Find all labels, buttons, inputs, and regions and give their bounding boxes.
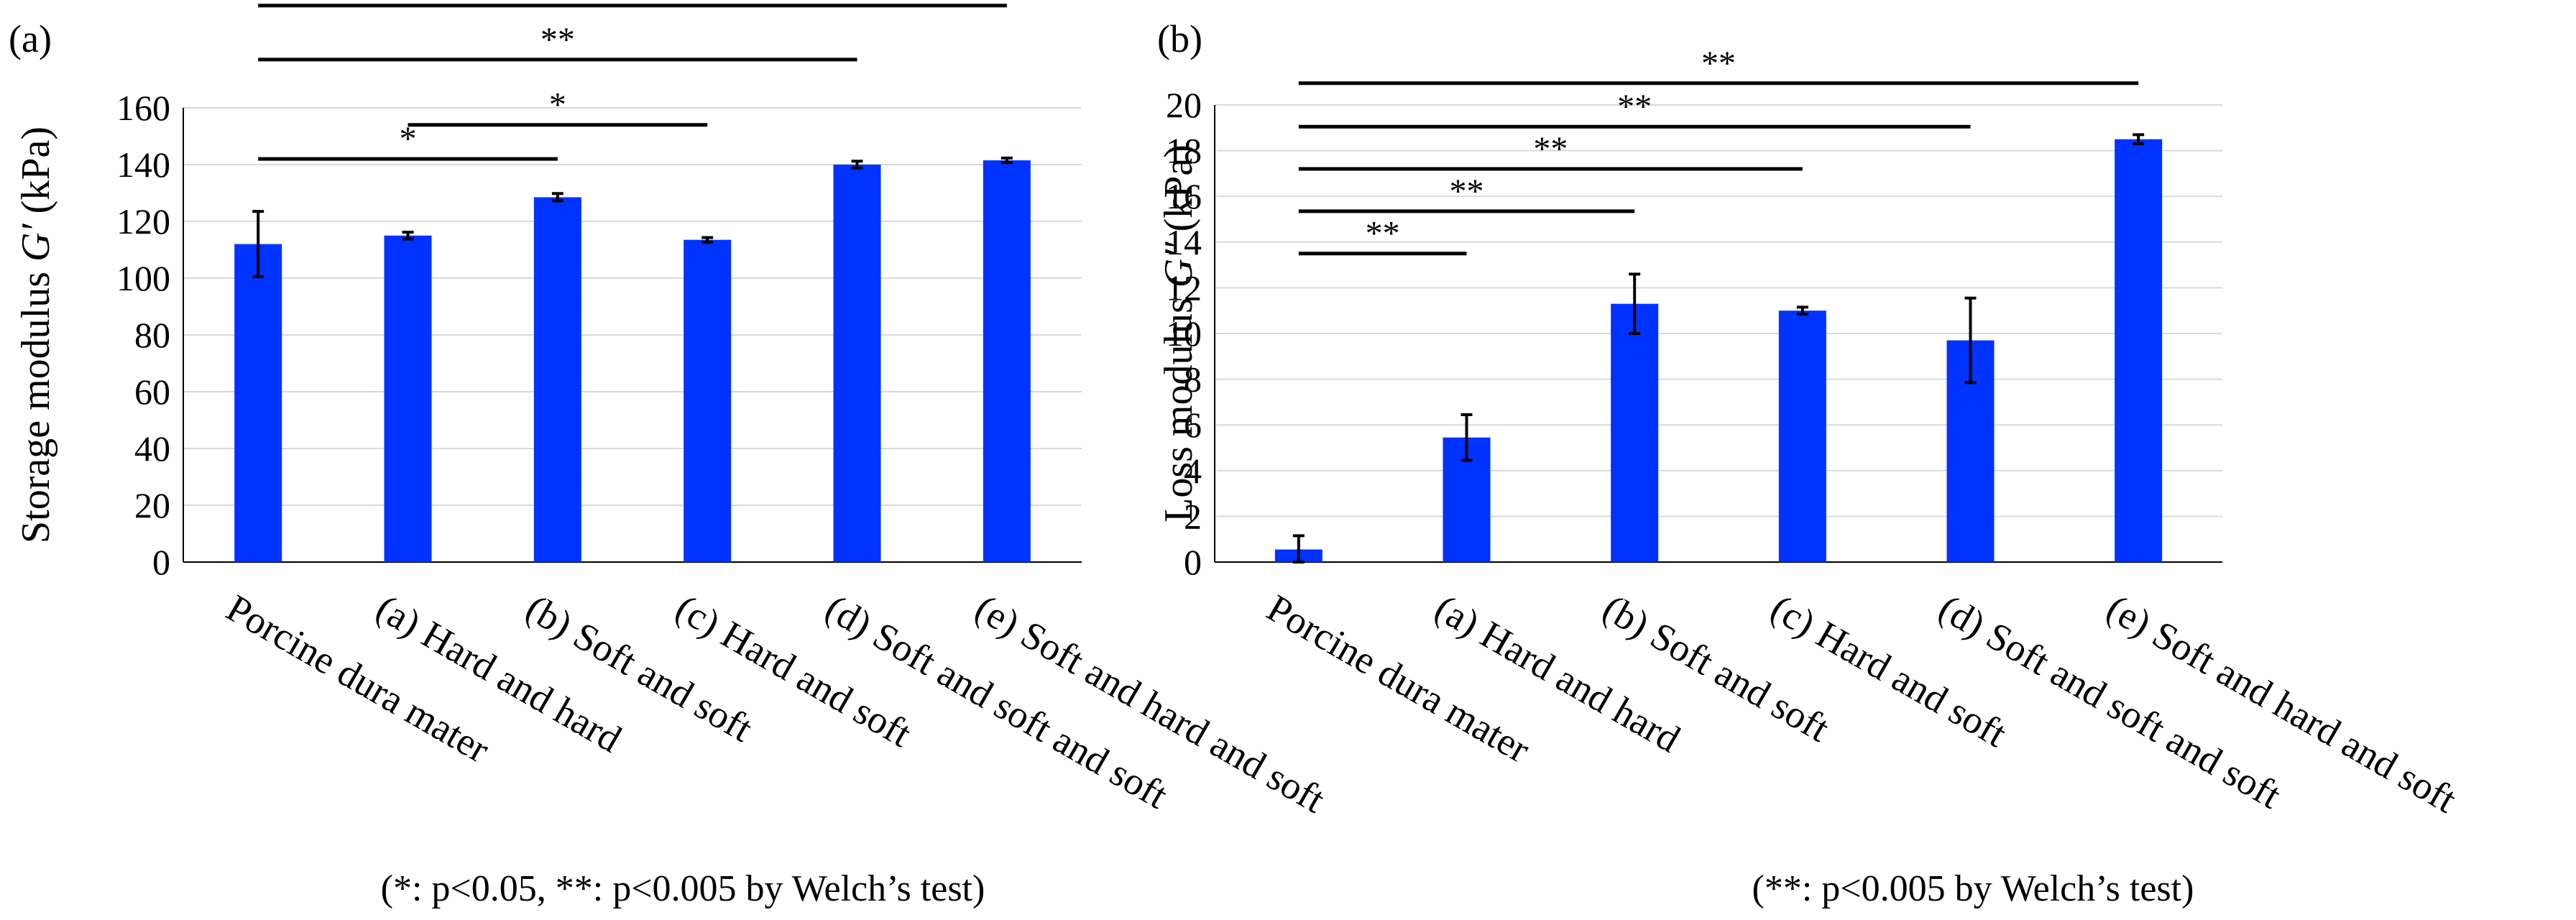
bar (684, 239, 732, 562)
y-tick-label: 20 (134, 485, 170, 525)
y-tick-label: 40 (134, 428, 170, 469)
y-axis-label: Loss modulus G″ (kPa) (1156, 144, 1201, 523)
significance-label: ** (1701, 45, 1736, 83)
y-tick-label: 80 (134, 315, 170, 355)
y-tick-label: 6 (1184, 405, 1202, 445)
y-tick-label: 120 (116, 201, 170, 242)
bar (384, 235, 432, 562)
bar (533, 197, 581, 562)
bar (833, 165, 881, 562)
y-tick-label: 12 (1166, 267, 1202, 308)
y-tick-label: 60 (134, 372, 170, 412)
y-axis-label-symbol: G″ (1156, 242, 1201, 288)
y-tick-label: 16 (1166, 176, 1202, 216)
y-tick-label: 4 (1184, 451, 1202, 491)
y-tick-label: 100 (116, 258, 170, 298)
y-axis-label-text: Storage modulus (14, 262, 58, 543)
y-tick-label: 140 (116, 144, 170, 185)
footnote: (*: p<0.05, **: p<0.005 by Welch’s test) (381, 868, 985, 909)
significance-label: ** (1617, 88, 1652, 126)
bar (2115, 139, 2163, 562)
x-tick-label: Porcine dura mater (219, 586, 497, 770)
y-tick-label: 8 (1184, 359, 1202, 400)
bar (1611, 303, 1659, 562)
y-axis-label-unit: (kPa) (14, 126, 58, 224)
bar (1778, 310, 1826, 562)
y-tick-label: 18 (1166, 131, 1202, 171)
y-axis-label-text: Loss modulus (1156, 288, 1201, 523)
footnote: (**: p<0.005 by Welch’s test) (1752, 868, 2194, 909)
significance-label: ** (1533, 130, 1568, 168)
y-tick-label: 160 (116, 88, 170, 128)
y-tick-label: 2 (1184, 496, 1202, 536)
panel-label: (a) (9, 17, 52, 60)
y-tick-label: 20 (1166, 85, 1202, 125)
y-axis-label: Storage modulus G′ (kPa) (14, 126, 58, 543)
y-tick-label: 10 (1166, 313, 1202, 354)
x-tick-label: (a) Hard and hard (369, 586, 629, 760)
y-tick-label: 14 (1166, 222, 1202, 262)
bar (234, 244, 282, 562)
y-tick-label: 0 (152, 542, 170, 582)
y-axis-label-unit: (kPa) (1156, 144, 1201, 242)
significance-label: ** (1450, 172, 1484, 211)
bar (983, 160, 1031, 562)
y-tick-label: 0 (1184, 542, 1202, 582)
y-axis-label-symbol: G′ (14, 224, 58, 262)
significance-label: ** (1366, 215, 1400, 253)
significance-label: * (549, 86, 566, 124)
significance-label: ** (615, 0, 650, 5)
significance-label: ** (540, 21, 575, 59)
chart-loss-modulus: (b) 0 2 4 6 8 10 12 14 16 18 20 Loss modulus G″ (kPa… (1156, 17, 2464, 909)
panel-label: (b) (1157, 17, 1202, 60)
